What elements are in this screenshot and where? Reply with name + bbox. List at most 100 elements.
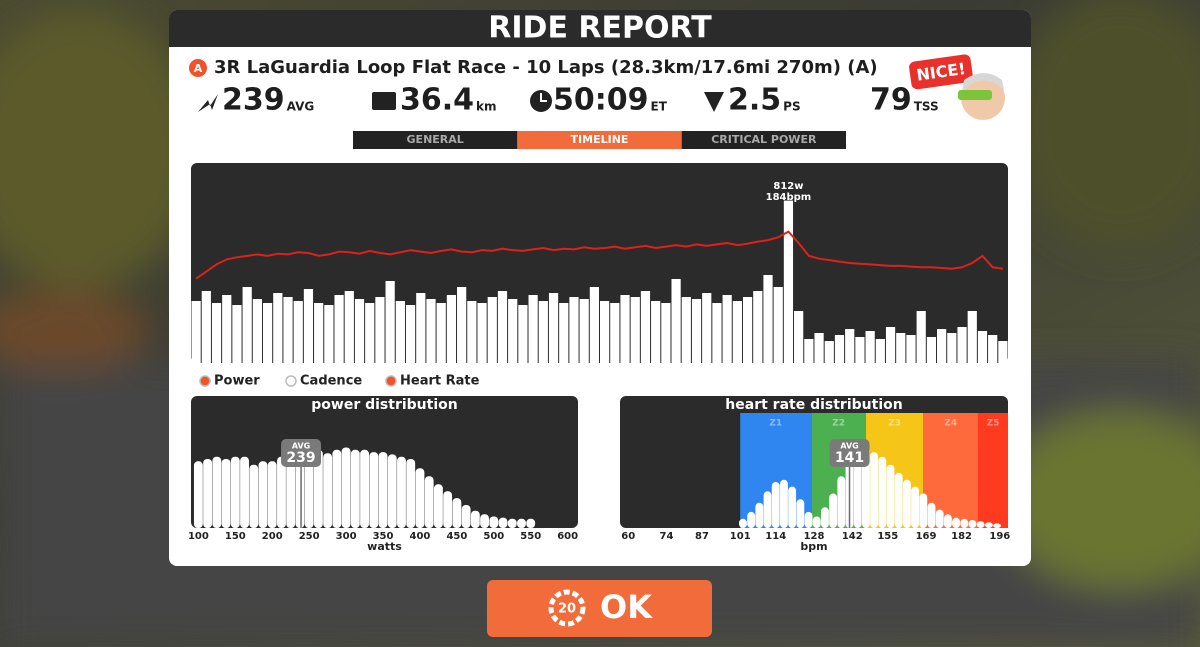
power-bar: [314, 303, 324, 363]
power-bar: [640, 291, 651, 363]
dist-bar: [415, 468, 425, 528]
dist-bar: [304, 452, 314, 528]
dist-bar: [804, 511, 813, 528]
tab[interactable]: [353, 131, 518, 149]
zone-label: Z5: [987, 419, 1000, 429]
route-name: 3R LaGuardia Loop Flat Race - 10 Laps (2…: [214, 57, 878, 78]
power-bar: [528, 295, 538, 363]
avatar-glasses: [958, 90, 992, 100]
tab[interactable]: [517, 131, 682, 149]
power-bar: [671, 279, 681, 363]
x-tick-label: 100: [188, 531, 209, 542]
tab-label[interactable]: CRITICAL POWER: [711, 133, 817, 146]
stat-unit: km: [476, 100, 496, 114]
power-bar: [262, 303, 273, 363]
power-bar: [855, 337, 865, 363]
tab[interactable]: [681, 131, 846, 149]
power-bar: [467, 301, 477, 363]
power-bar: [763, 275, 773, 363]
power-bar: [794, 311, 804, 363]
dist-bar: [927, 502, 936, 528]
dist-bar: [258, 461, 268, 528]
power-bar: [222, 295, 232, 363]
stat-value: 2.5: [728, 83, 781, 118]
power-bar: [651, 301, 661, 363]
dist-bar: [960, 518, 969, 528]
power-bar: [569, 297, 579, 363]
x-tick-label: 550: [520, 531, 541, 542]
hr-distribution: Z1 Z2 Z3 Z4 Z5 heart rate distribution 60 74 87 1…: [621, 397, 1010, 553]
dist-bar: [739, 518, 747, 528]
power-bar: [610, 303, 620, 363]
x-tick-label: 300: [336, 531, 357, 542]
dist-bar: [369, 452, 379, 528]
power-bar: [630, 297, 640, 363]
dist-bar: [387, 454, 397, 528]
power-icon: [198, 94, 218, 112]
power-bar: [988, 335, 998, 363]
power-bar: [845, 329, 855, 363]
badge-box: [909, 54, 973, 90]
dist-bar: [763, 491, 772, 528]
dist-bar: [461, 505, 471, 528]
legend-hr-marker: [385, 375, 397, 387]
power-bar: [998, 341, 1008, 363]
dist-bar: [424, 476, 434, 528]
time-icon-hands: [540, 93, 547, 102]
power-bar: [497, 291, 508, 363]
power-bar: [344, 291, 354, 363]
power-bar: [589, 287, 599, 363]
dist-bar: [993, 523, 1002, 528]
zone-label: Z1: [769, 419, 782, 429]
dist-bar: [861, 447, 870, 528]
power-bar: [283, 297, 293, 363]
dist-bar: [755, 502, 764, 528]
power-bar: [773, 287, 783, 363]
power-bar: [865, 331, 875, 363]
power-bar: [712, 303, 722, 363]
tab-label[interactable]: TIMELINE: [571, 133, 629, 146]
dist-bar: [323, 453, 333, 528]
power-bar: [691, 299, 702, 363]
dist-bar: [878, 456, 887, 528]
dist-bar: [894, 472, 903, 528]
legend-cadence[interactable]: Cadence: [300, 374, 362, 389]
ok-label[interactable]: OK: [600, 588, 653, 626]
tab-label[interactable]: GENERAL: [407, 133, 464, 146]
nice-badge: NICE!: [909, 54, 973, 90]
dist-title: heart rate distribution: [725, 397, 902, 413]
ok-button[interactable]: [487, 580, 712, 637]
power-bar: [579, 299, 589, 363]
power-bar: [620, 295, 630, 363]
avg-box: [829, 439, 870, 467]
hr-zone: [977, 413, 1008, 528]
x-tick-label: 600: [557, 531, 578, 542]
tabs: GENERAL TIMELINE CRITICAL POWER: [353, 131, 846, 149]
legend-power[interactable]: Power: [214, 374, 260, 389]
power-bar: [436, 303, 446, 363]
dist-bar: [780, 479, 788, 528]
avg-value: 141: [835, 450, 864, 466]
dist-bar: [747, 511, 756, 528]
power-bar: [947, 333, 957, 363]
power-bar: [303, 289, 314, 363]
dist-title: power distribution: [311, 397, 457, 413]
dist-bar: [452, 498, 462, 528]
dist-bar: [267, 461, 277, 528]
title: RIDE REPORT: [488, 11, 712, 46]
power-bar: [385, 281, 395, 363]
power-bar: [477, 303, 487, 363]
x-tick-label: 182: [951, 531, 972, 542]
x-tick-label: 128: [804, 531, 825, 542]
stat-unit: TSS: [914, 100, 939, 114]
power-bar: [538, 301, 548, 363]
dist-bar: [203, 459, 213, 528]
power-bar: [405, 305, 416, 363]
heart-rate-line: [195, 230, 1004, 280]
dist-bar: [378, 452, 388, 528]
dist-bar: [943, 514, 952, 528]
avg-label: AVG: [292, 442, 310, 451]
legend-heart-rate[interactable]: Heart Rate: [400, 374, 480, 389]
dist-bar: [526, 518, 536, 528]
